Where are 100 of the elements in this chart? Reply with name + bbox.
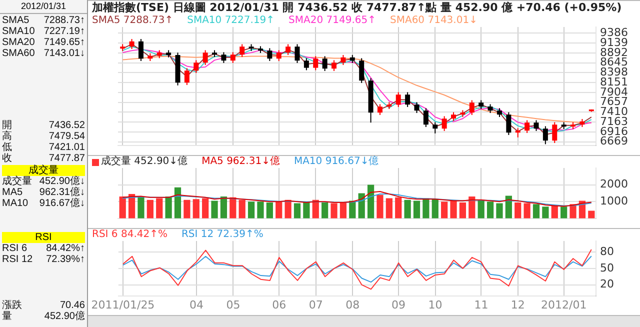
- candlestick: [294, 44, 300, 64]
- bar: [570, 204, 576, 218]
- bar: [294, 203, 301, 218]
- text: 916.67億↓: [39, 198, 85, 209]
- x-tick-label: 11: [474, 298, 488, 312]
- category-label: 成交量: [2, 176, 32, 187]
- x-tick-label: 05: [226, 298, 240, 312]
- x-tick-label: 09: [392, 298, 406, 312]
- y-tick-label: 80: [600, 244, 614, 258]
- candlestick: [359, 58, 364, 84]
- text: RSI 6 84.42↑%: [92, 229, 168, 241]
- x-tick-label: 07: [308, 298, 323, 312]
- category-label: RSI 6: [2, 243, 28, 254]
- bar: [468, 196, 476, 218]
- y-tick-label: 50: [600, 261, 614, 274]
- text: 7149.65↑: [44, 37, 85, 48]
- text: 70.46: [60, 300, 85, 311]
- bar: [496, 203, 503, 218]
- bar: [284, 200, 292, 218]
- text: 7477.87: [48, 153, 85, 164]
- candlestick: [534, 120, 539, 132]
- candlestick: [240, 44, 245, 58]
- bar: [404, 200, 411, 218]
- text: MA10 916.67↓億: [294, 156, 379, 168]
- text: 7143.01↓: [44, 48, 85, 59]
- bar: [248, 202, 255, 218]
- text: SMA60 7143.01↓: [390, 15, 478, 27]
- category-label: SMA10: [2, 26, 35, 37]
- bar: [165, 196, 172, 218]
- text: 962.31億↓: [39, 187, 85, 198]
- x-tick-label: 2012/01: [541, 298, 587, 312]
- bar: [119, 196, 126, 218]
- bar: [220, 196, 228, 218]
- bar: [542, 206, 549, 218]
- candlestick: [414, 102, 420, 114]
- candlestick: [276, 50, 282, 62]
- candlestick: [524, 120, 530, 134]
- category-label: SMA5: [2, 15, 30, 26]
- bar: [478, 200, 484, 218]
- candlestick: [202, 50, 208, 66]
- text: 7227.19↑: [44, 26, 85, 37]
- bar: [174, 187, 182, 218]
- candlestick: [267, 48, 272, 62]
- candlestick: [184, 68, 190, 86]
- bar: [184, 200, 190, 218]
- candlestick: [423, 108, 428, 128]
- bar: [450, 200, 457, 218]
- y-tick-label: 2000: [600, 178, 628, 191]
- bar: [330, 203, 338, 218]
- category-label: SMA20: [2, 37, 35, 48]
- text: 7479.54: [48, 131, 85, 142]
- category-label: 量: [2, 311, 12, 322]
- bar: [413, 200, 420, 218]
- chart-title: 加權指數(TSE) 日線圖 2012/01/31 開 7436.52 收 7477.87↑點 量 452.90 億 +70.46 (+0.95%): [90, 1, 623, 15]
- category-label: MA10: [2, 198, 28, 209]
- x-tick-label: 06: [272, 298, 286, 312]
- text: RSI 12 72.39↑%: [181, 229, 264, 241]
- y-tick-label: 20: [600, 278, 614, 291]
- text: 452.90億: [44, 311, 85, 322]
- bar: [432, 199, 438, 218]
- candlestick: [129, 38, 134, 50]
- x-tick-label: 10: [428, 298, 442, 312]
- candlestick: [304, 58, 309, 71]
- bar: [230, 197, 236, 218]
- category-label: RSI 12: [2, 254, 33, 265]
- candlestick: [377, 104, 382, 116]
- bar: [257, 202, 264, 218]
- text: 7436.52: [48, 120, 85, 131]
- bar: [340, 202, 347, 218]
- bar: [276, 202, 282, 218]
- candlestick: [442, 116, 447, 132]
- candlestick: [506, 112, 512, 136]
- bar: [138, 197, 144, 218]
- x-tick-label: 08: [346, 298, 360, 312]
- candlestick: [405, 92, 410, 108]
- y-tick-label: 1000: [600, 194, 628, 208]
- bar: [395, 197, 402, 218]
- bar: [560, 206, 568, 218]
- text: 7288.73↑: [44, 15, 85, 26]
- bar: [266, 202, 273, 218]
- candlestick: [286, 44, 291, 56]
- bar: [146, 200, 154, 218]
- candlestick: [322, 56, 328, 72]
- candlestick: [469, 100, 474, 116]
- candlestick: [230, 52, 236, 64]
- bar: [322, 202, 328, 218]
- category-label: 漲跌: [2, 300, 22, 311]
- candlestick: [340, 54, 346, 66]
- text: 72.39%↑: [46, 254, 85, 265]
- bar: [303, 202, 310, 218]
- x-tick-label: 04: [189, 298, 204, 312]
- legend-label: 成交量 452.90↓億: [100, 156, 188, 168]
- candlestick: [515, 128, 520, 138]
- candlestick: [138, 38, 144, 62]
- text: MA5 962.31↓億: [202, 156, 280, 168]
- bar: [459, 202, 466, 218]
- bar: [202, 198, 209, 218]
- bar: [422, 198, 430, 218]
- text: RSI: [2, 232, 85, 243]
- bar: [156, 198, 163, 218]
